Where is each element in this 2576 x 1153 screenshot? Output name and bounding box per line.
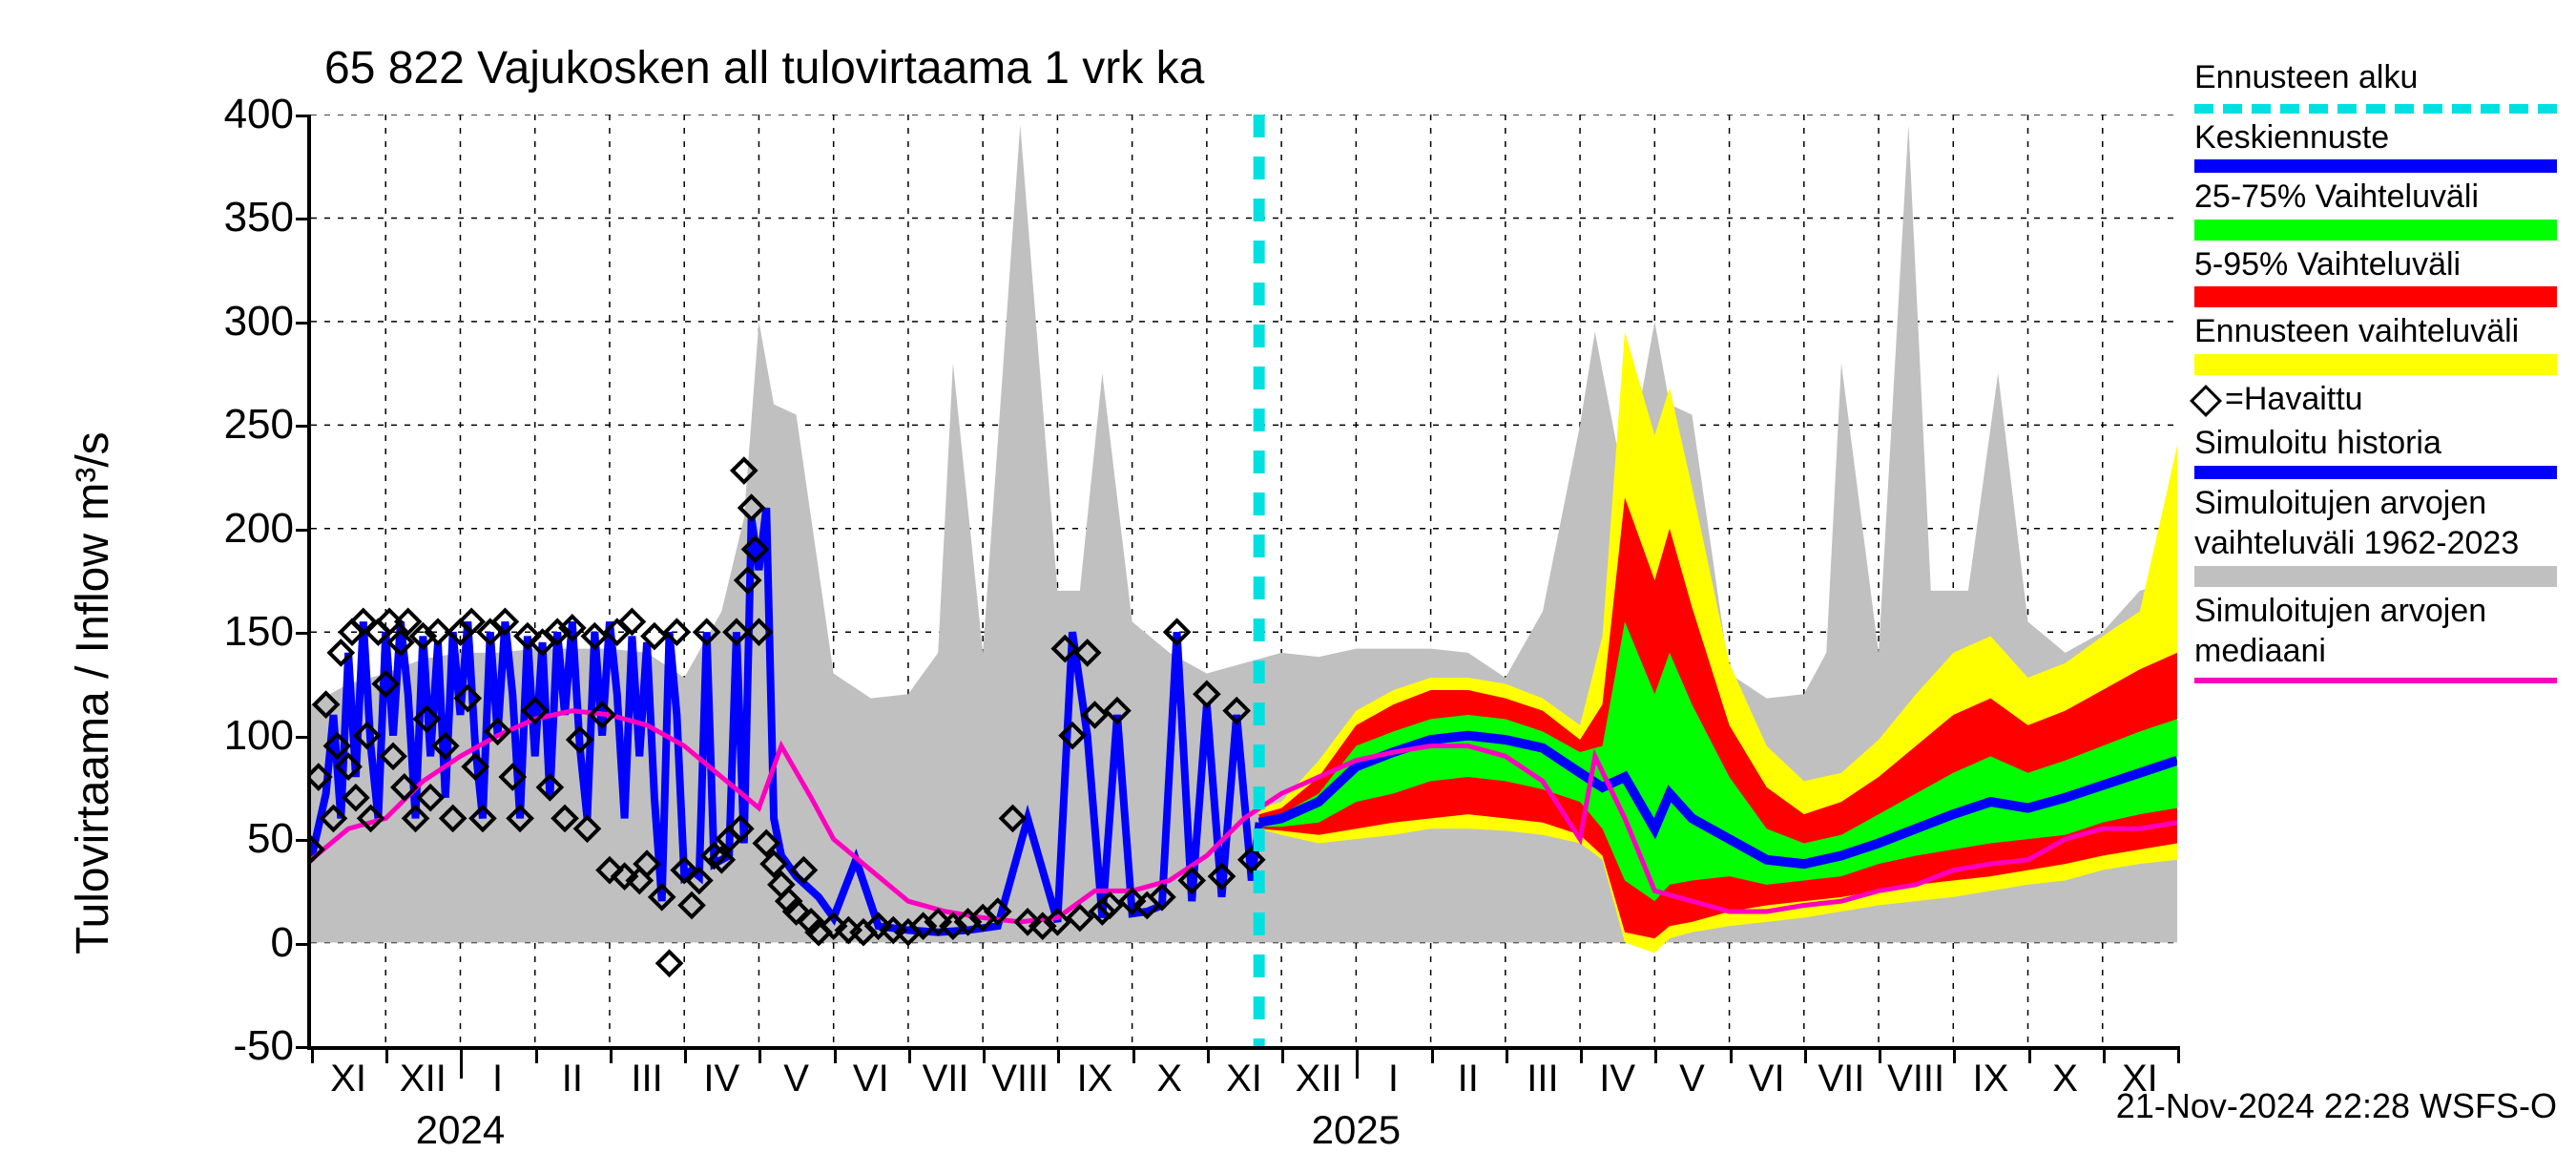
y-tick-label: 0 [179,919,294,967]
x-month-label: XI [330,1058,366,1101]
x-month-label: I [492,1058,503,1101]
legend-swatch [2194,104,2557,114]
legend-label: Ennusteen alku [2194,57,2576,98]
x-month-label: IX [1077,1058,1113,1101]
legend-swatch [2194,159,2557,173]
legend-swatch [2194,286,2557,307]
x-month-label: XI [2122,1058,2158,1101]
y-tick-label: 350 [179,194,294,241]
y-tick-label: 100 [179,712,294,760]
y-axis-label: Tulovirtaama / Inflow m³/s [67,431,119,954]
hydrology-chart: 65 822 Vajukosken all tulovirtaama 1 vrk… [0,0,2576,1145]
legend-swatch [2194,466,2557,479]
legend-entry: Ennusteen vaihteluväli [2194,311,2576,375]
x-month-label: XI [1226,1058,1262,1101]
x-month-label: VIII [991,1058,1049,1101]
legend-swatch [2194,566,2557,587]
legend-label: 5-95% Vaihteluväli [2194,244,2576,285]
legend: Ennusteen alku Keskiennuste 25-75% Vaihtel… [2194,57,2576,687]
legend-entry: 25-75% Vaihteluväli [2194,177,2576,241]
chart-title: 65 822 Vajukosken all tulovirtaama 1 vrk… [324,42,1204,94]
y-tick-label: 400 [179,91,294,138]
legend-swatch [2194,354,2557,375]
x-month-label: I [1388,1058,1399,1101]
legend-entry: Keskiennuste [2194,117,2576,174]
x-month-label: II [1458,1058,1479,1101]
legend-label: Keskiennuste [2194,117,2576,158]
x-month-label: VII [923,1058,969,1101]
x-month-label: VI [1749,1058,1785,1101]
x-month-label: III [631,1058,662,1101]
y-tick-label: -50 [179,1022,294,1070]
x-month-label: VIII [1887,1058,1944,1101]
x-month-label: IX [1972,1058,2008,1101]
legend-entry: Ennusteen alku [2194,57,2576,114]
y-tick-label: 200 [179,505,294,553]
legend-label: Ennusteen vaihteluväli [2194,311,2576,352]
legend-entry: =Havaittu [2194,379,2576,420]
y-tick-label: 50 [179,815,294,863]
x-month-label: II [562,1058,583,1101]
diamond-icon [2190,385,2222,417]
x-month-label: IV [703,1058,739,1101]
legend-label: Simuloitujen arvojen mediaani [2194,591,2576,672]
x-year-label: 2024 [416,1107,505,1153]
plot-svg [311,115,2177,1046]
y-tick-label: 250 [179,401,294,449]
x-month-label: X [1156,1058,1182,1101]
x-year-label: 2025 [1312,1107,1401,1153]
x-month-label: VII [1818,1058,1864,1101]
x-month-label: X [2052,1058,2078,1101]
x-month-label: VI [853,1058,889,1101]
plot-area: -50050100150200250300350400XIXIIIIIIIIIV… [307,115,2177,1050]
legend-entry: Simuloitu historia [2194,423,2576,479]
x-month-label: IV [1599,1058,1635,1101]
legend-label: 25-75% Vaihteluväli [2194,177,2576,218]
legend-label: =Havaittu [2194,379,2576,420]
y-tick-label: 300 [179,298,294,346]
y-tick-label: 150 [179,608,294,656]
x-month-label: XII [1296,1058,1342,1101]
x-month-label: V [1679,1058,1705,1101]
legend-swatch [2194,678,2557,683]
legend-label: Simuloitujen arvojen vaihteluväli 1962-2… [2194,483,2576,564]
timestamp-label: 21-Nov-2024 22:28 WSFS-O [2116,1086,2557,1126]
legend-swatch [2194,220,2557,241]
legend-label: Simuloitu historia [2194,423,2576,464]
legend-entry: Simuloitujen arvojen mediaani [2194,591,2576,683]
x-month-label: III [1527,1058,1558,1101]
x-month-label: XII [400,1058,447,1101]
x-month-label: V [783,1058,809,1101]
legend-entry: Simuloitujen arvojen vaihteluväli 1962-2… [2194,483,2576,587]
legend-entry: 5-95% Vaihteluväli [2194,244,2576,308]
